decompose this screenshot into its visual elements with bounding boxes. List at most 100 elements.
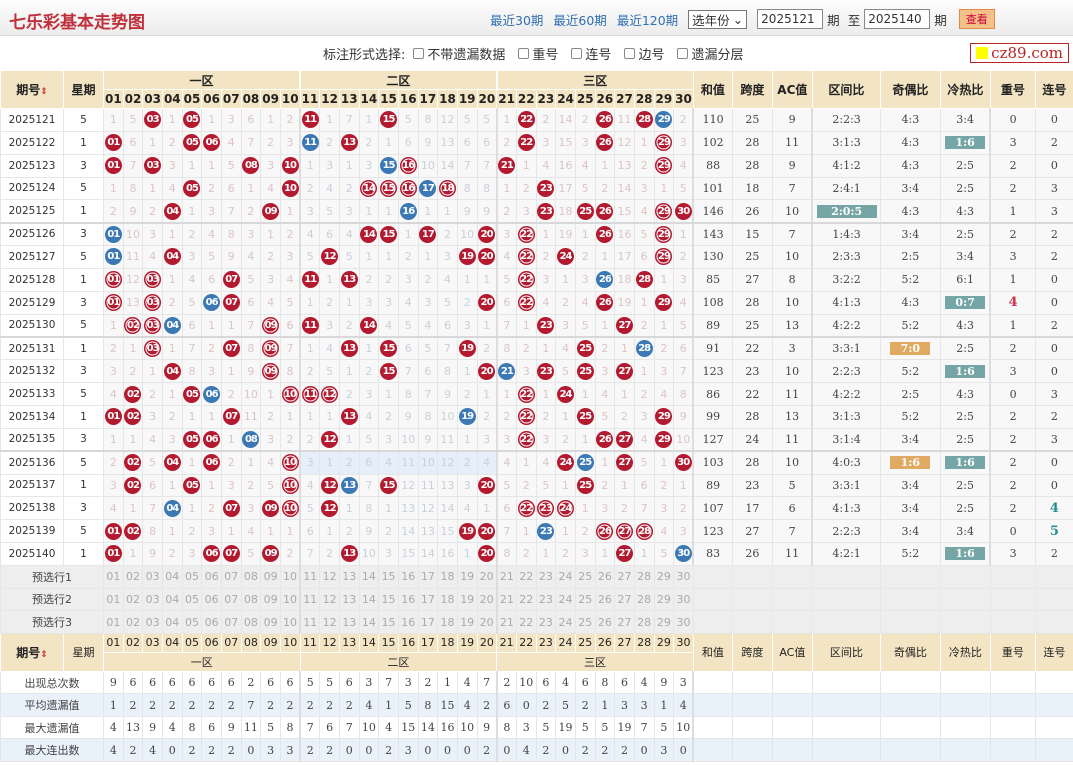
preselect-number[interactable]: 10: [279, 587, 301, 612]
preselect-number[interactable]: 30: [673, 564, 694, 589]
preselect-number[interactable]: 10: [279, 610, 301, 634]
option-edge[interactable]: 边号: [624, 44, 664, 63]
preselect-number[interactable]: 29: [653, 564, 675, 589]
preselect-number[interactable]: 19: [456, 587, 478, 612]
preselect-number[interactable]: 07: [220, 610, 242, 634]
preselect-number[interactable]: 26: [594, 610, 616, 634]
preselect-number[interactable]: 23: [535, 610, 557, 634]
preselect-number[interactable]: 22: [515, 587, 537, 612]
preselect-number[interactable]: 15: [378, 610, 399, 634]
preselect-number[interactable]: 23: [535, 564, 557, 589]
preselect-number[interactable]: 13: [338, 564, 360, 589]
preselect-number[interactable]: 27: [614, 587, 635, 612]
checkbox-icon[interactable]: [413, 47, 425, 59]
preselect-number[interactable]: 28: [633, 610, 655, 634]
preselect-number[interactable]: 30: [673, 610, 694, 634]
preselect-number[interactable]: 05: [181, 587, 203, 612]
checkbox-icon[interactable]: [677, 47, 689, 59]
preselect-number[interactable]: 20: [476, 564, 498, 589]
preselect-number[interactable]: 15: [378, 587, 399, 612]
preselect-number[interactable]: 16: [397, 564, 419, 589]
sort-icon[interactable]: ⇕: [40, 649, 48, 660]
preselect-number[interactable]: 25: [574, 564, 596, 589]
preselect-number[interactable]: 11: [299, 587, 321, 612]
to-issue-input[interactable]: 2025140: [864, 9, 931, 29]
preselect-number[interactable]: 01: [103, 587, 124, 612]
preselect-number[interactable]: 28: [633, 587, 655, 612]
preselect-number[interactable]: 03: [142, 587, 163, 612]
preselect-number[interactable]: 24: [555, 587, 576, 612]
issue-header[interactable]: 期号⇕: [0, 70, 64, 109]
preselect-number[interactable]: 06: [201, 564, 222, 589]
preselect-number[interactable]: 20: [476, 587, 498, 612]
year-select[interactable]: 选年份 ⌄: [688, 9, 748, 29]
view-button[interactable]: 查看: [958, 9, 995, 29]
link-recent-120[interactable]: 最近120期: [616, 12, 679, 28]
preselect-number[interactable]: 25: [574, 587, 596, 612]
preselect-number[interactable]: 22: [515, 564, 537, 589]
preselect-number[interactable]: 17: [417, 564, 439, 589]
preselect-number[interactable]: 26: [594, 587, 616, 612]
preselect-number[interactable]: 12: [319, 564, 340, 589]
preselect-number[interactable]: 23: [535, 587, 557, 612]
from-issue-input[interactable]: 2025121: [757, 9, 824, 29]
preselect-number[interactable]: 26: [594, 564, 616, 589]
preselect-number[interactable]: 14: [358, 587, 380, 612]
link-recent-30[interactable]: 最近30期: [490, 12, 544, 28]
preselect-number[interactable]: 04: [161, 564, 183, 589]
preselect-number[interactable]: 02: [122, 610, 144, 634]
preselect-number[interactable]: 03: [142, 564, 163, 589]
preselect-number[interactable]: 13: [338, 587, 360, 612]
preselect-number[interactable]: 02: [122, 564, 144, 589]
preselect-number[interactable]: 07: [220, 564, 242, 589]
preselect-number[interactable]: 19: [456, 564, 478, 589]
preselect-number[interactable]: 15: [378, 564, 399, 589]
preselect-number[interactable]: 05: [181, 564, 203, 589]
preselect-number[interactable]: 05: [181, 610, 203, 634]
preselect-number[interactable]: 21: [495, 564, 517, 589]
preselect-number[interactable]: 08: [240, 564, 262, 589]
preselect-number[interactable]: 04: [161, 587, 183, 612]
preselect-number[interactable]: 14: [358, 564, 380, 589]
preselect-number[interactable]: 01: [103, 564, 124, 589]
preselect-number[interactable]: 27: [614, 610, 635, 634]
preselect-number[interactable]: 18: [437, 587, 458, 612]
preselect-number[interactable]: 16: [397, 587, 419, 612]
preselect-number[interactable]: 09: [260, 587, 281, 612]
checkbox-icon[interactable]: [624, 47, 636, 59]
preselect-number[interactable]: 12: [319, 610, 340, 634]
option-omission-layer[interactable]: 遗漏分层: [677, 44, 743, 63]
preselect-number[interactable]: 08: [240, 610, 262, 634]
preselect-number[interactable]: 11: [299, 610, 321, 634]
preselect-number[interactable]: 04: [161, 610, 183, 634]
preselect-number[interactable]: 14: [358, 610, 380, 634]
preselect-number[interactable]: 02: [122, 587, 144, 612]
preselect-number[interactable]: 25: [574, 610, 596, 634]
preselect-number[interactable]: 06: [201, 610, 222, 634]
preselect-number[interactable]: 01: [103, 610, 124, 634]
preselect-number[interactable]: 29: [653, 610, 675, 634]
checkbox-icon[interactable]: [571, 47, 583, 59]
preselect-number[interactable]: 06: [201, 587, 222, 612]
preselect-number[interactable]: 19: [456, 610, 478, 634]
preselect-number[interactable]: 10: [279, 564, 301, 589]
preselect-number[interactable]: 03: [142, 610, 163, 634]
checkbox-icon[interactable]: [518, 47, 530, 59]
preselect-number[interactable]: 11: [299, 564, 321, 589]
preselect-number[interactable]: 07: [220, 587, 242, 612]
preselect-number[interactable]: 17: [417, 610, 439, 634]
preselect-number[interactable]: 18: [437, 564, 458, 589]
sort-icon[interactable]: ⇕: [40, 87, 48, 97]
preselect-number[interactable]: 30: [673, 587, 694, 612]
preselect-number[interactable]: 24: [555, 564, 576, 589]
preselect-number[interactable]: 20: [476, 610, 498, 634]
option-consecutive[interactable]: 连号: [571, 44, 611, 63]
issue-header[interactable]: 期号⇕: [0, 632, 64, 672]
link-recent-60[interactable]: 最近60期: [553, 12, 607, 28]
preselect-number[interactable]: 12: [319, 587, 340, 612]
preselect-number[interactable]: 16: [397, 610, 419, 634]
preselect-number[interactable]: 09: [260, 610, 281, 634]
option-repeat[interactable]: 重号: [518, 44, 558, 63]
preselect-number[interactable]: 21: [495, 587, 517, 612]
option-no-omission[interactable]: 不带遗漏数据: [413, 44, 505, 63]
